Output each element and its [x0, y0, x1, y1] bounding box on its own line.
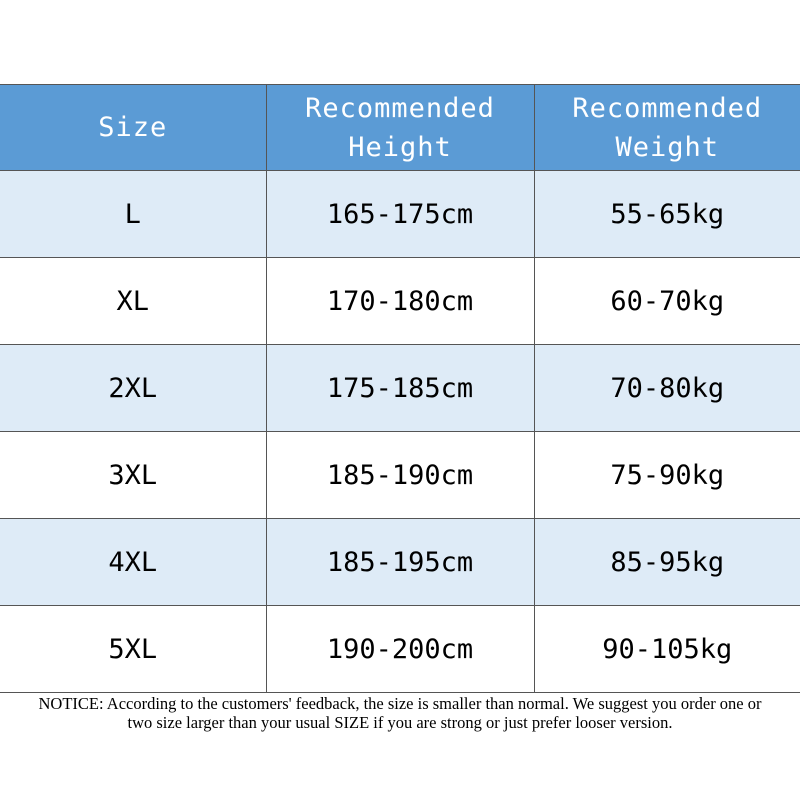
- table-row: 2XL 175-185cm 70-80kg: [0, 344, 800, 432]
- height-cell: 165-175cm: [265, 170, 535, 258]
- header-weight: Recommended Weight: [533, 84, 800, 171]
- height-cell: 190-200cm: [265, 605, 535, 693]
- weight-cell: 70-80kg: [533, 344, 800, 432]
- size-cell: 5XL: [0, 605, 267, 693]
- height-cell: 185-190cm: [265, 431, 535, 519]
- height-cell: 175-185cm: [265, 344, 535, 432]
- size-cell: 4XL: [0, 518, 267, 606]
- weight-cell: 60-70kg: [533, 257, 800, 345]
- header-row: Size Recommended Height Recommended Weig…: [0, 84, 800, 171]
- table-body: L 165-175cm 55-65kg XL 170-180cm 60-70kg…: [0, 170, 800, 693]
- table-row: XL 170-180cm 60-70kg: [0, 257, 800, 345]
- size-cell: L: [0, 170, 267, 258]
- table-header: Size Recommended Height Recommended Weig…: [0, 84, 800, 171]
- table-row: 5XL 190-200cm 90-105kg: [0, 605, 800, 693]
- weight-cell: 85-95kg: [533, 518, 800, 606]
- weight-cell: 75-90kg: [533, 431, 800, 519]
- table-row: 3XL 185-190cm 75-90kg: [0, 431, 800, 519]
- header-height: Recommended Height: [265, 84, 535, 171]
- weight-cell: 90-105kg: [533, 605, 800, 693]
- size-cell: XL: [0, 257, 267, 345]
- height-cell: 170-180cm: [265, 257, 535, 345]
- size-cell: 2XL: [0, 344, 267, 432]
- size-chart-table: Size Recommended Height Recommended Weig…: [0, 84, 800, 693]
- table-row: 4XL 185-195cm 85-95kg: [0, 518, 800, 606]
- size-cell: 3XL: [0, 431, 267, 519]
- notice-text: NOTICE: According to the customers' feed…: [38, 694, 762, 732]
- header-size: Size: [0, 84, 267, 171]
- weight-cell: 55-65kg: [533, 170, 800, 258]
- table-row: L 165-175cm 55-65kg: [0, 170, 800, 258]
- height-cell: 185-195cm: [265, 518, 535, 606]
